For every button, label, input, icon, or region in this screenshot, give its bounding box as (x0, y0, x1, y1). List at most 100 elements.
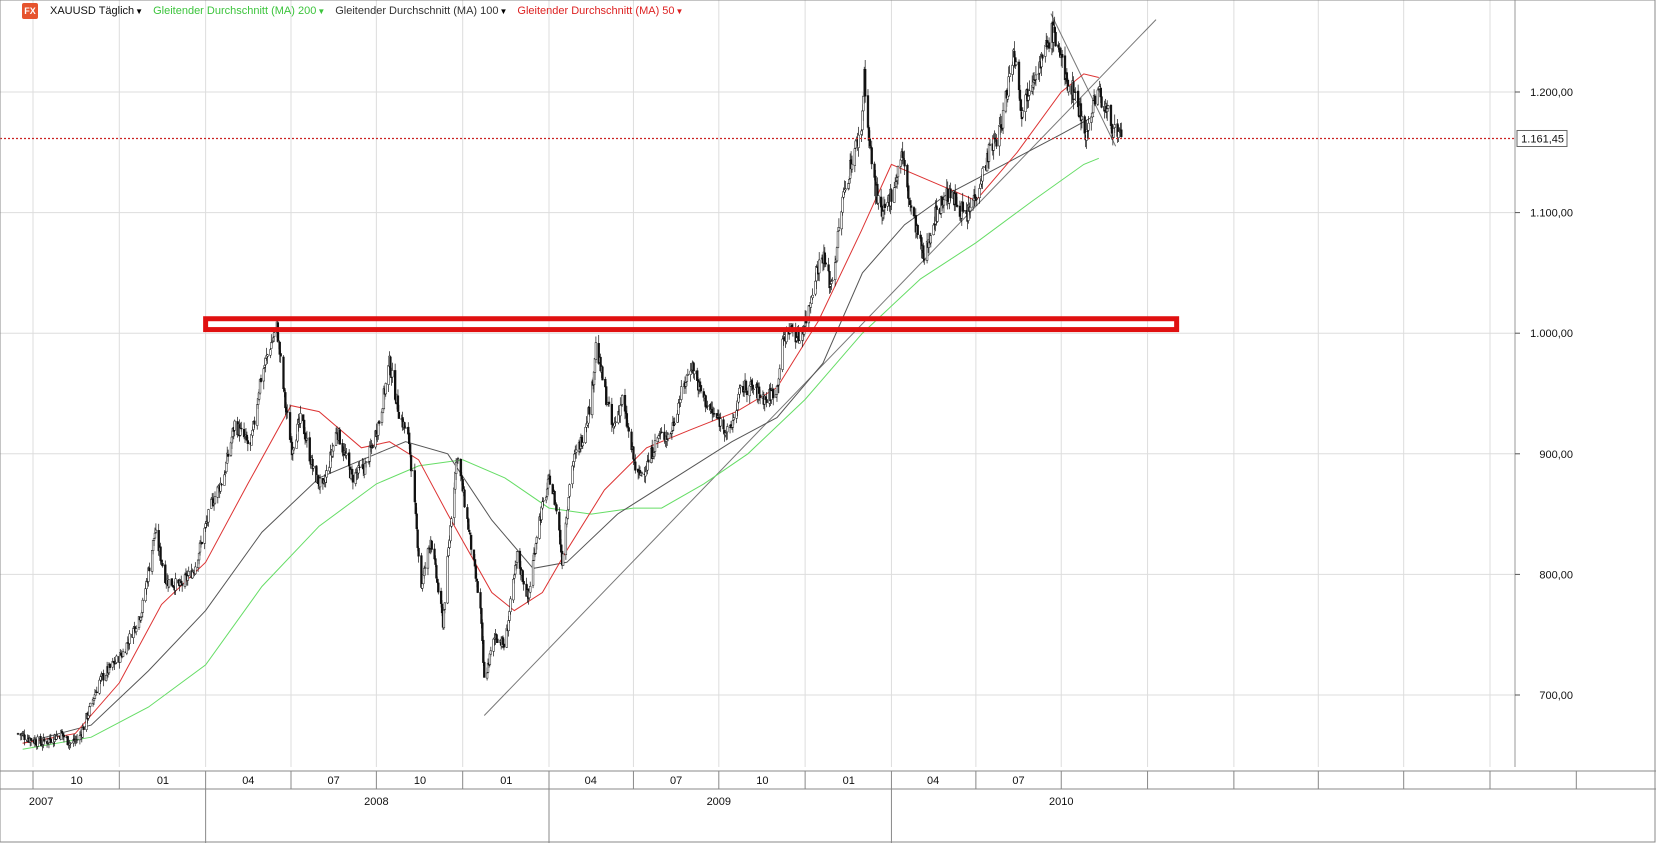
candle-down (1061, 54, 1064, 58)
candle-down (607, 401, 611, 405)
candle-up (831, 279, 834, 282)
y-tick-label: 800,00 (1539, 569, 1573, 581)
month-tick-label: 10 (71, 775, 83, 787)
candle-down (1100, 96, 1103, 108)
candle-up (670, 431, 674, 434)
candle-down (286, 410, 289, 413)
candle-down (1041, 54, 1044, 59)
candle-up (739, 385, 742, 388)
candle-up (56, 735, 59, 737)
candle-down (435, 565, 438, 579)
candle-down (463, 489, 466, 508)
candle-up (693, 370, 696, 375)
legend-ma100[interactable]: Gleitender Durchschnitt (MA) 100 ▼ (335, 5, 507, 17)
candle-down (699, 385, 703, 392)
candle-up (850, 163, 854, 170)
candle-down (502, 643, 506, 648)
candle-up (667, 433, 670, 439)
candle-up (509, 598, 512, 612)
candle-down (765, 399, 768, 403)
candle-up (128, 633, 131, 644)
candle-down (389, 356, 392, 376)
candle-up (292, 447, 295, 451)
candle-down (630, 431, 633, 450)
candle-up (981, 168, 984, 182)
candle-up (706, 405, 709, 407)
y-tick-label: 1.200,00 (1530, 87, 1573, 99)
ma100-line (22, 115, 1095, 744)
candle-down (82, 727, 85, 730)
candle-down (29, 738, 33, 741)
candle-up (811, 294, 814, 299)
candle-down (23, 734, 26, 740)
legend-ma50[interactable]: Gleitender Durchschnitt (MA) 50 ▼ (517, 5, 683, 17)
candle-up (410, 469, 414, 472)
candle-down (467, 518, 470, 530)
candle-down (338, 429, 341, 445)
candle-up (893, 187, 896, 203)
candle-up (644, 471, 647, 477)
candle-down (588, 406, 591, 415)
legend-ma100-label: Gleitender Durchschnitt (MA) 100 (335, 5, 499, 17)
candle-down (371, 445, 374, 449)
candle-up (154, 529, 158, 533)
candle-up (223, 474, 226, 486)
candle-down (351, 474, 355, 483)
candle-up (621, 395, 624, 405)
candle-down (828, 271, 831, 289)
legend-symbol-label: XAUUSD Täglich (50, 5, 135, 17)
candle-up (363, 462, 367, 475)
y-tick-label: 700,00 (1539, 690, 1573, 702)
candle-down (864, 68, 867, 97)
candle-down (901, 151, 904, 158)
candle-up (443, 602, 447, 610)
candle-up (686, 374, 690, 376)
candle-up (929, 235, 932, 244)
candle-down (745, 390, 749, 396)
candle-down (1093, 95, 1097, 105)
candle-down (1019, 99, 1023, 112)
candle-down (548, 475, 552, 485)
candle-up (853, 148, 857, 166)
candle-down (16, 733, 20, 735)
candle-up (264, 358, 267, 366)
caret-down-icon: ▼ (499, 6, 508, 16)
year-label: 2007 (29, 796, 53, 808)
candle-up (531, 560, 535, 586)
candle-down (396, 395, 400, 412)
legend-bar: FX XAUUSD Täglich ▼ Gleitender Durchschni… (22, 2, 683, 20)
candle-down (434, 558, 437, 565)
candle-down (66, 736, 69, 746)
candle-up (213, 496, 217, 504)
candle-down (468, 529, 471, 532)
candle-up (153, 532, 157, 539)
candle-up (325, 470, 328, 478)
candle-down (496, 638, 499, 643)
candle-down (95, 691, 98, 694)
candle-up (932, 224, 935, 236)
candle-down (559, 529, 562, 545)
candle-down (226, 453, 230, 457)
candle-up (183, 574, 187, 587)
candle-up (1067, 86, 1070, 93)
candle-down (632, 446, 635, 460)
candle-down (890, 189, 893, 202)
candle-down (1063, 55, 1067, 81)
candle-up (505, 628, 508, 648)
time-axis: 0710010407100104071001040720072008200920… (0, 770, 1656, 843)
candle-up (614, 421, 617, 423)
candle-down (555, 504, 558, 512)
candle-down (634, 461, 637, 471)
legend-symbol[interactable]: XAUUSD Täglich ▼ (50, 5, 143, 17)
month-tick-label: 07 (328, 775, 340, 787)
candle-up (272, 332, 276, 337)
candle-down (246, 440, 249, 444)
candle-down (744, 380, 748, 391)
candle-up (197, 552, 201, 561)
candle-up (1096, 89, 1099, 105)
candle-down (476, 581, 479, 593)
legend-ma200[interactable]: Gleitender Durchschnitt (MA) 200 ▼ (153, 5, 325, 17)
candle-up (752, 388, 755, 391)
